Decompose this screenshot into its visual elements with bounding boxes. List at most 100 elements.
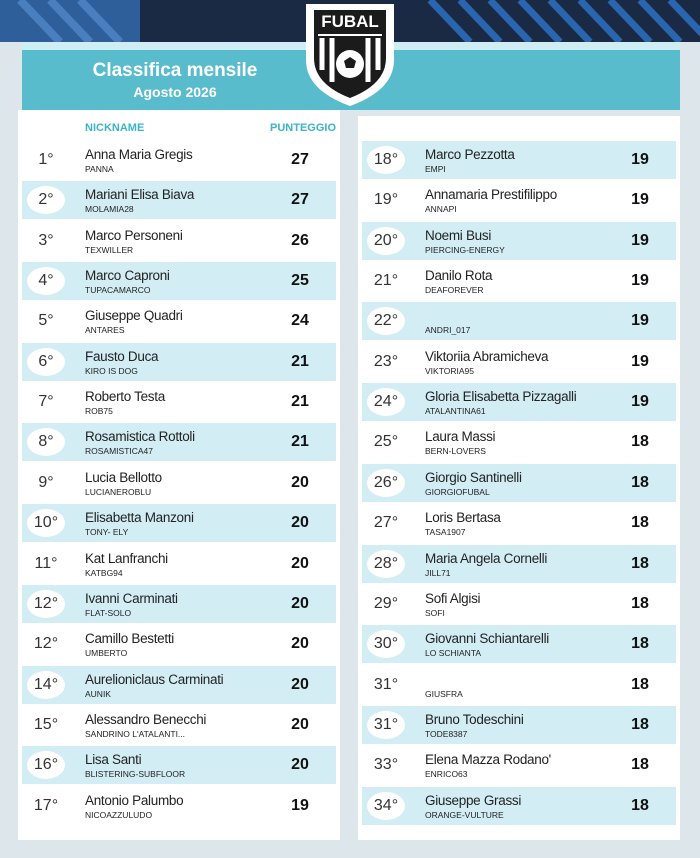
table-row: 28° Maria Angela Cornelli JILL71 18	[362, 544, 676, 583]
score: 18	[631, 514, 649, 532]
score: 18	[631, 675, 649, 693]
nickname: BERN-LOVERS	[425, 446, 486, 457]
table-row: 4° Marco Caproni TUPACAMARCO 25	[22, 262, 336, 301]
rank: 8°	[38, 433, 54, 451]
rank: 14°	[33, 675, 59, 693]
table-row: 20° Noemi Busi PIERCING-ENERGY 19	[362, 221, 676, 260]
table-row: 23° Viktoriia Abramicheva VIKTORIA95 19	[362, 343, 676, 381]
rank: 34°	[373, 796, 399, 814]
score: 19	[631, 231, 649, 249]
nickname: NICOAZZULUDO	[85, 809, 153, 820]
player-name: Giuseppe Quadri	[85, 308, 183, 324]
rank-badge	[27, 347, 65, 376]
rank: 10°	[33, 514, 59, 532]
logo: FUBAL	[306, 4, 394, 106]
nickname: ROSAMISTICA47	[85, 446, 154, 457]
rank: 5°	[38, 312, 54, 330]
nickname: ANTARES	[85, 325, 125, 336]
rank: 30°	[373, 635, 399, 653]
player-name: Aurelioniclaus Carminati	[85, 671, 224, 687]
score: 18	[631, 594, 649, 612]
table-row: 29° Sofi Algisi SOFI 18	[362, 585, 676, 623]
table-row: 12° Ivanni Carminati FLAT-SOLO 20	[22, 584, 336, 623]
score: 21	[291, 352, 309, 370]
score: 18	[631, 635, 649, 653]
nickname: ENRICO63	[425, 769, 468, 780]
rank-badge	[367, 226, 405, 255]
rank-badge	[367, 307, 405, 336]
score: 20	[291, 675, 309, 693]
rank: 28°	[373, 554, 399, 572]
player-name: Bruno Todeschini	[425, 711, 524, 727]
table-row: 31° Bruno Todeschini TODE8387 18	[362, 705, 676, 744]
rank-badge	[27, 589, 65, 618]
score: 21	[291, 433, 309, 451]
rank: 12°	[33, 594, 59, 612]
rank: 15°	[33, 715, 59, 733]
nickname: DEAFOREVER	[425, 285, 484, 296]
player-name: Maria Angela Cornelli	[425, 550, 548, 566]
score: 19	[631, 191, 649, 209]
player-name: Roberto Testa	[85, 389, 165, 405]
player-name: Giuseppe Grassi	[425, 792, 522, 808]
score: 19	[291, 796, 309, 814]
table-row: 11° Kat Lanfranchi KATBG94 20	[22, 545, 336, 583]
nickname: TASA1907	[425, 527, 466, 538]
left-panel	[18, 110, 340, 840]
rank: 9°	[38, 473, 54, 491]
score: 18	[631, 433, 649, 451]
table-row: 8° Rosamistica Rottoli ROSAMISTICA47 21	[22, 423, 336, 462]
rank: 7°	[38, 393, 54, 411]
rank: 33°	[373, 756, 399, 774]
table-row: 5° Giuseppe Quadri ANTARES 24	[22, 302, 336, 340]
rank: 26°	[373, 473, 399, 491]
nickname: GIORGIOFUBAL	[425, 486, 490, 497]
rank-badge	[367, 791, 405, 820]
table-row: 30° Giovanni Schiantarelli LO SCHIANTA 18	[362, 625, 676, 664]
rank: 12°	[33, 635, 59, 653]
player-name: Annamaria Prestifilippo	[425, 187, 557, 203]
rank-badge	[27, 751, 65, 780]
table-row: 10° Elisabetta Manzoni TONY- ELY 20	[22, 504, 336, 543]
nickname: LUCIANEROBLU	[85, 486, 152, 497]
nickname: AUNIK	[85, 688, 111, 699]
nickname: TEXWILLER	[85, 244, 134, 255]
score: 21	[291, 393, 309, 411]
nickname: FLAT-SOLO	[85, 607, 132, 618]
score: 19	[631, 272, 649, 290]
rank-badge	[27, 186, 65, 215]
rank: 17°	[33, 796, 59, 814]
nickname: BLISTERING-SUBFLOOR	[85, 769, 186, 780]
nickname: SOFI	[425, 607, 445, 618]
table-row: 16° Lisa Santi BLISTERING-SUBFLOOR 20	[22, 746, 336, 785]
score: 20	[291, 554, 309, 572]
player-name: Elisabetta Manzoni	[85, 510, 194, 526]
table-row: 14° Aurelioniclaus Carminati AUNIK 20	[22, 665, 336, 704]
nickname: SANDRINO L'ATALANTI...	[85, 728, 186, 739]
table-row: 19° Annamaria Prestifilippo ANNAPI 19	[362, 181, 676, 219]
rank: 24°	[373, 393, 399, 411]
player-name: Ivanni Carminati	[85, 590, 178, 606]
rank: 19°	[373, 191, 399, 209]
nickname: VIKTORIA95	[425, 365, 474, 376]
rank-badge	[27, 267, 65, 296]
score: 19	[631, 151, 649, 168]
rank: 3°	[38, 231, 54, 249]
table-row: 2° Mariani Elisa Biava MOLAMIA28 27	[22, 181, 336, 220]
score: 27	[291, 151, 309, 168]
nickname: MOLAMIA28	[85, 204, 134, 215]
player-name: Marco Personeni	[85, 227, 183, 243]
nickname: GIUSFRA	[425, 688, 463, 699]
rank: 20°	[373, 231, 399, 249]
rank-badge	[27, 670, 65, 699]
score: 20	[291, 756, 309, 774]
rank: 25°	[373, 433, 399, 451]
rank-badge	[367, 549, 405, 578]
title: Classifica mensile	[92, 60, 258, 81]
player-name: Fausto Duca	[85, 348, 159, 364]
nickname: ANNAPI	[425, 204, 457, 215]
player-name: Marco Pezzotta	[425, 147, 515, 162]
column-header: PUNTEGGIO	[270, 122, 337, 134]
rank: 22°	[373, 312, 399, 330]
